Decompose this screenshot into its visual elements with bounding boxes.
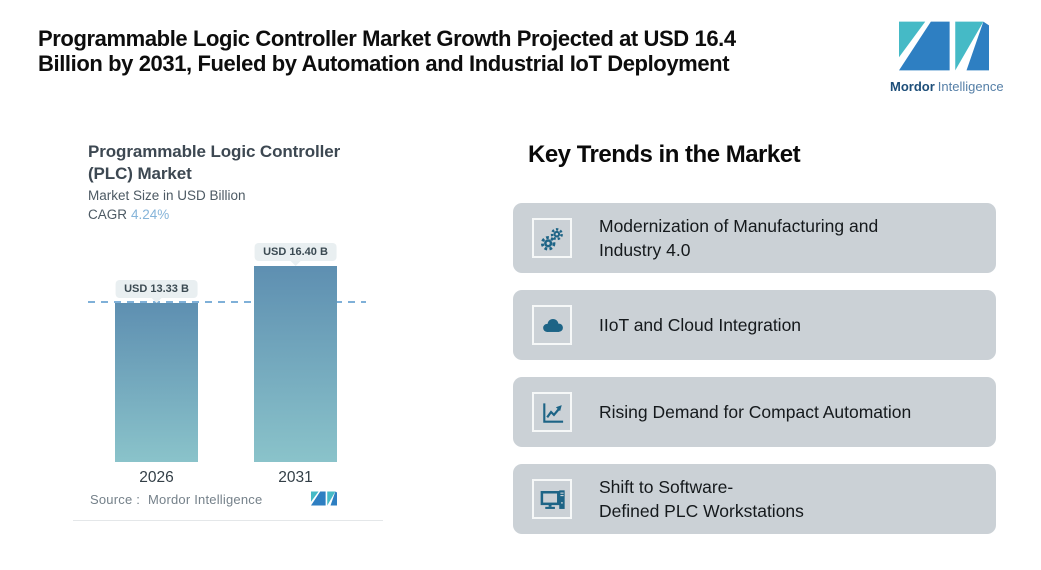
- value-label-2031: USD 16.40 B: [254, 243, 337, 261]
- trend-icon-box: [532, 392, 572, 432]
- trends-heading: Key Trends in the Market: [528, 141, 801, 168]
- trend-icon-box: [532, 305, 572, 345]
- chart-cagr: CAGR 4.24%: [88, 207, 169, 222]
- chart-subtitle: Market Size in USD Billion: [88, 188, 246, 203]
- chart-title: Programmable Logic Controller (PLC) Mark…: [88, 142, 341, 184]
- trend-label: Rising Demand for Compact Automation: [599, 401, 912, 422]
- trend-card-iiot-cloud: IIoT and Cloud Integration: [513, 290, 996, 360]
- trend-card-software-defined: Shift to Software- Defined PLC Workstati…: [513, 464, 996, 534]
- page-title: Programmable Logic Controller Market Gro…: [38, 26, 736, 77]
- mordor-intelligence-mini-logo-icon: [311, 491, 337, 506]
- bar-chart-plot: USD 13.33 B 2026 USD 16.40 B 2031: [73, 230, 383, 486]
- bar-2031: USD 16.40 B 2031: [254, 243, 337, 486]
- source-label: Source :: [90, 492, 141, 507]
- bar-2026: USD 13.33 B 2026: [115, 280, 198, 486]
- trend-cards: Modernization of Manufacturing and Indus…: [513, 203, 996, 551]
- gears-icon: [540, 227, 563, 251]
- brand-name-bold: Mordor: [890, 79, 935, 94]
- mordor-intelligence-logo-icon: [899, 21, 989, 71]
- brand-logo: Mordor Intelligence: [890, 21, 1004, 94]
- value-label-2026: USD 13.33 B: [115, 280, 198, 298]
- x-tick-2031: 2031: [278, 469, 313, 486]
- source-value: Mordor Intelligence: [148, 492, 263, 507]
- reference-dashed-line: [88, 301, 366, 303]
- value-label-text: USD 13.33 B: [124, 283, 189, 295]
- trend-card-modernization: Modernization of Manufacturing and Indus…: [513, 203, 996, 273]
- trend-chart-icon: [542, 402, 563, 423]
- x-tick-2026: 2026: [139, 469, 174, 486]
- trend-label: IIoT and Cloud Integration: [599, 314, 802, 335]
- trend-card-compact-automation: Rising Demand for Compact Automation: [513, 377, 996, 447]
- cagr-label: CAGR: [88, 207, 128, 222]
- trend-icon-box: [532, 479, 572, 519]
- trend-label: Shift to Software- Defined PLC Workstati…: [599, 476, 804, 521]
- chart-source-row: Source : Mordor Intelligence: [73, 489, 383, 511]
- cloud-icon: [542, 318, 563, 332]
- chart-panel-divider: [73, 520, 383, 521]
- brand-name: Mordor Intelligence: [890, 79, 1004, 94]
- chart-source: Source : Mordor Intelligence: [90, 492, 262, 507]
- trend-label: Modernization of Manufacturing and Indus…: [599, 215, 879, 260]
- brand-name-light: Intelligence: [937, 79, 1004, 94]
- cagr-value: 4.24%: [131, 207, 170, 222]
- workstation-icon: [540, 489, 565, 509]
- trend-icon-box: [532, 218, 572, 258]
- value-label-text: USD 16.40 B: [263, 246, 328, 258]
